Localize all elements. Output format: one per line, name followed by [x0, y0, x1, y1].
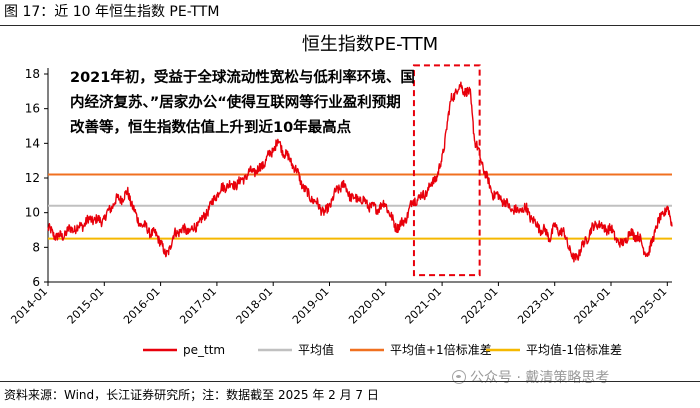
- watermark: 公众号 · 戴清策略思考: [452, 367, 609, 387]
- reference-lines: [48, 173, 672, 240]
- x-tick-label: 2025-01: [628, 285, 670, 327]
- y-tick-label: 18: [25, 67, 40, 81]
- x-tick-label: 2020-01: [346, 285, 388, 327]
- y-tick-label: 6: [32, 275, 40, 289]
- legend-label: 平均值: [298, 342, 334, 357]
- source-note: 资料来源：Wind，长江证券研究所；注：数据截至 2025 年 2 月 7 日: [0, 381, 700, 408]
- x-tick-label: 2024-01: [571, 285, 613, 327]
- x-tick-label: 2016-01: [121, 285, 163, 327]
- y-tick-label: 8: [32, 240, 40, 254]
- x-tick-label: 2023-01: [515, 285, 557, 327]
- wechat-icon: [452, 370, 466, 384]
- highlight-layer: [412, 64, 481, 277]
- chart-container: 恒生指数PE-TTM 2021年初，受益于全球流动性宽松与低利率环境、国内经济复…: [0, 26, 700, 380]
- y-tick-label: 16: [25, 102, 40, 116]
- pe-ttm-series-line: [47, 81, 673, 263]
- x-axis-ticks: 2014-01 2015-01 2016-01 2017-01 2018-01 2019-…: [8, 282, 669, 327]
- x-tick-label: 2022-01: [459, 285, 501, 327]
- x-tick-label: 2019-01: [290, 285, 332, 327]
- series-layer: [47, 81, 673, 263]
- highlight-box: [412, 64, 481, 277]
- x-tick-label: 2021-01: [403, 285, 445, 327]
- x-tick-label: 2014-01: [8, 285, 50, 327]
- legend-label: pe_ttm: [183, 343, 225, 357]
- y-tick-label: 12: [25, 171, 40, 185]
- legend: pe_ttm 平均值 平均值+1倍标准差 平均值-1倍标准差: [143, 342, 622, 357]
- watermark-text: 公众号 · 戴清策略思考: [470, 370, 610, 386]
- x-tick-label: 2015-01: [65, 285, 107, 327]
- x-tick-label: 2017-01: [177, 285, 219, 327]
- legend-label: 平均值+1倍标准差: [390, 342, 492, 357]
- annotation-text: 2021年初，受益于全球流动性宽松与低利率环境、国内经济复苏、”居家办公“使得互…: [70, 70, 415, 136]
- y-tick-label: 14: [25, 136, 40, 150]
- y-axis-ticks: 6 8 10 12 14 16 18: [25, 67, 48, 289]
- x-tick-label: 2018-01: [234, 285, 276, 327]
- pe-ttm-chart: 恒生指数PE-TTM 2021年初，受益于全球流动性宽松与低利率环境、国内经济复…: [8, 34, 673, 357]
- legend-label: 平均值-1倍标准差: [526, 342, 622, 357]
- chart-title: 恒生指数PE-TTM: [302, 34, 438, 55]
- annotation-box: 2021年初，受益于全球流动性宽松与低利率环境、国内经济复苏、”居家办公“使得互…: [70, 70, 415, 136]
- figure-title: 图 17：近 10 年恒生指数 PE-TTM: [0, 0, 700, 26]
- y-tick-label: 10: [25, 206, 40, 220]
